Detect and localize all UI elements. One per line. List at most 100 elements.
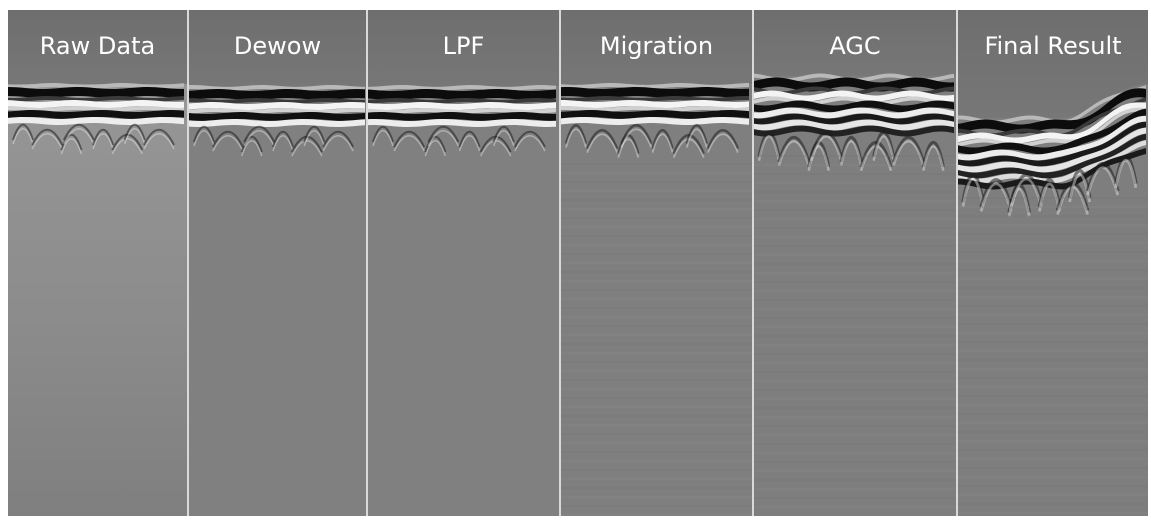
panel: Migration bbox=[561, 10, 752, 516]
panel-label: Raw Data bbox=[40, 32, 155, 60]
hyperbola bbox=[1114, 154, 1138, 185]
hyperbola bbox=[492, 125, 515, 143]
hyperbola bbox=[424, 139, 447, 157]
hyperbola bbox=[92, 132, 114, 150]
panel-label: Final Result bbox=[984, 32, 1121, 60]
header-area bbox=[958, 10, 1148, 118]
hyperbola bbox=[243, 125, 276, 143]
hyperbola bbox=[617, 138, 640, 158]
hyperbola bbox=[757, 135, 781, 162]
hyperbola bbox=[60, 133, 83, 151]
reflection-band bbox=[368, 89, 556, 100]
panel-label: Migration bbox=[600, 32, 713, 60]
reflection-band bbox=[561, 110, 749, 119]
hyperbola bbox=[586, 133, 618, 153]
hyperbola bbox=[63, 127, 95, 145]
hyperbola bbox=[1007, 187, 1031, 217]
panel-label: LPF bbox=[443, 32, 485, 60]
hyperbola bbox=[31, 128, 64, 146]
hyperbola bbox=[241, 139, 263, 157]
hyperbola bbox=[60, 137, 83, 155]
panel: Final Result bbox=[958, 10, 1148, 516]
hyperbola bbox=[961, 173, 985, 203]
hyperbola bbox=[514, 130, 546, 148]
hyperbola bbox=[427, 125, 460, 143]
reflection-band bbox=[8, 106, 184, 112]
reflection-band bbox=[754, 107, 954, 119]
reflection-band bbox=[8, 110, 184, 119]
hyperbola bbox=[707, 133, 739, 153]
hyperbola bbox=[1086, 166, 1120, 196]
reflection-band bbox=[958, 147, 1146, 190]
hyperbola bbox=[393, 134, 425, 152]
hyperbola bbox=[809, 131, 843, 158]
hyperbola bbox=[839, 136, 863, 163]
hyperbola bbox=[12, 123, 34, 141]
reflection-band bbox=[754, 90, 954, 102]
hyperbola bbox=[979, 178, 1013, 208]
hyperbola bbox=[303, 125, 326, 143]
reflection-band bbox=[754, 100, 954, 113]
hyperbola bbox=[123, 123, 146, 141]
hyperbola bbox=[372, 125, 394, 143]
reflection-band bbox=[561, 100, 749, 108]
hyperbola bbox=[1037, 178, 1062, 208]
reflection-band bbox=[958, 108, 1146, 155]
reflection-band bbox=[368, 85, 556, 91]
hyperbola bbox=[193, 129, 215, 147]
separator bbox=[366, 10, 368, 516]
hyperbola bbox=[892, 140, 925, 167]
hyperbola bbox=[564, 124, 588, 144]
header-area bbox=[368, 10, 559, 86]
separator bbox=[956, 10, 958, 516]
panel: Raw Data bbox=[8, 10, 187, 516]
hyperbola bbox=[458, 134, 481, 152]
hyperbola bbox=[372, 129, 394, 147]
hyperbola bbox=[810, 135, 843, 162]
reflection-band bbox=[189, 102, 365, 110]
reflection-band bbox=[754, 73, 954, 83]
hyperbola bbox=[685, 128, 708, 148]
header-area bbox=[561, 10, 752, 84]
reflection-band bbox=[958, 121, 1146, 167]
hyperbola bbox=[1010, 177, 1043, 207]
reflection-band bbox=[561, 106, 749, 112]
reflection-band bbox=[189, 85, 365, 91]
hyperbola bbox=[1007, 183, 1031, 213]
hyperbola bbox=[427, 129, 460, 147]
panel: LPF bbox=[368, 10, 559, 516]
panel: AGC bbox=[754, 10, 956, 516]
hyperbola bbox=[111, 137, 143, 155]
hyperbola bbox=[1038, 182, 1061, 212]
hyperbola bbox=[777, 140, 810, 167]
hyperbola bbox=[840, 140, 863, 167]
hyperbola bbox=[272, 130, 294, 148]
hyperbola bbox=[651, 129, 674, 149]
hyperbola bbox=[211, 130, 244, 148]
hyperbola bbox=[92, 128, 115, 146]
reflection-band bbox=[754, 119, 954, 131]
hyperbola bbox=[1114, 158, 1138, 189]
panel-label: Dewow bbox=[234, 32, 321, 60]
hyperbola bbox=[617, 134, 640, 154]
header-area bbox=[189, 10, 366, 86]
reflection-band bbox=[561, 117, 749, 125]
hyperbola bbox=[922, 145, 945, 172]
hyperbola bbox=[706, 129, 740, 150]
hyperbola bbox=[872, 135, 895, 162]
header-area bbox=[8, 10, 187, 84]
hyperbola bbox=[143, 132, 175, 150]
hyperbola bbox=[193, 125, 215, 143]
reflection-band bbox=[189, 98, 365, 104]
reflection-band bbox=[189, 119, 365, 127]
hyperbola bbox=[586, 129, 619, 150]
hyperbola bbox=[12, 127, 34, 145]
hyperbola bbox=[807, 145, 830, 172]
panel: Dewow bbox=[189, 10, 366, 516]
hyperbola bbox=[31, 132, 63, 150]
hyperbola bbox=[212, 134, 244, 152]
hyperbola bbox=[272, 134, 294, 152]
hyperbola bbox=[807, 141, 831, 168]
hyperbola bbox=[1009, 173, 1044, 203]
